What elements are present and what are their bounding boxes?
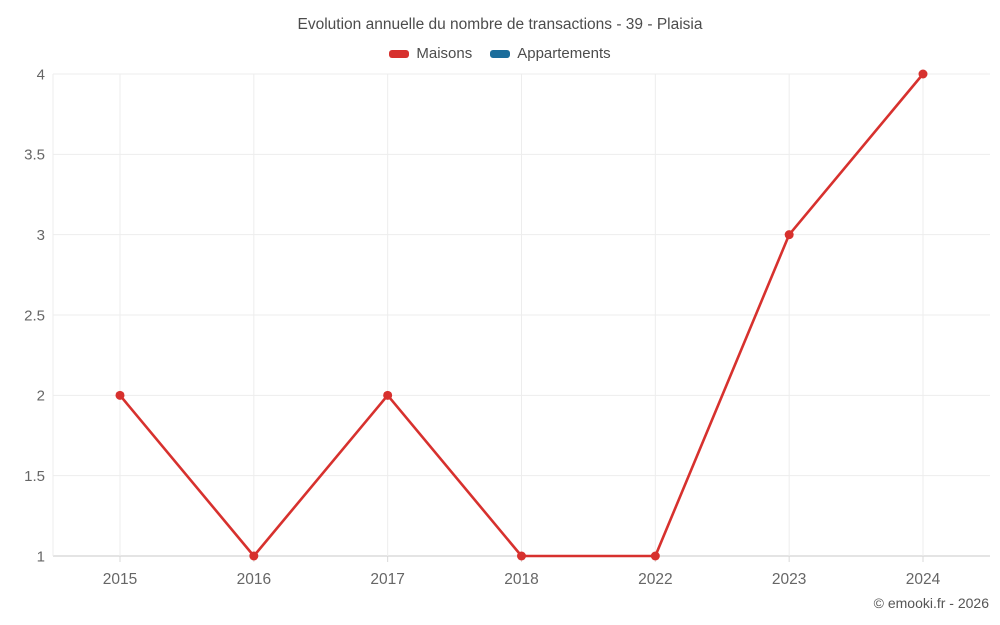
- data-point-maisons-2024[interactable]: [918, 69, 928, 79]
- chart-title: Evolution annuelle du nombre de transact…: [297, 16, 703, 33]
- x-axis-tick-label: 2022: [638, 571, 672, 588]
- y-axis-tick-label: 3.5: [24, 147, 45, 164]
- legend-label: Appartements: [517, 45, 611, 62]
- legend-label: Maisons: [416, 45, 473, 62]
- data-point-maisons-2023[interactable]: [784, 230, 794, 240]
- data-point-maisons-2022[interactable]: [650, 551, 660, 561]
- x-axis-tick-label: 2024: [906, 571, 941, 588]
- data-point-maisons-2018[interactable]: [517, 551, 526, 561]
- y-axis-tick-label: 1.5: [24, 468, 45, 485]
- x-axis-tick-label: 2017: [370, 571, 404, 588]
- x-axis-tick-label: 2016: [237, 571, 271, 588]
- legend-item-maisons[interactable]: Maisons: [389, 45, 472, 62]
- y-axis-tick-label: 1: [37, 548, 45, 565]
- y-axis-tick-label: 2.5: [24, 307, 45, 324]
- y-axis-tick-label: 4: [37, 66, 45, 83]
- chart-legend: Maisons Appartements: [0, 45, 1000, 62]
- legend-item-appartements[interactable]: Appartements: [490, 45, 611, 62]
- y-axis-tick-label: 2: [37, 388, 45, 405]
- data-point-maisons-2017[interactable]: [383, 390, 393, 400]
- x-axis-tick-label: 2015: [103, 571, 137, 588]
- data-point-maisons-2015[interactable]: [115, 390, 125, 400]
- y-axis-tick-label: 3: [37, 227, 45, 244]
- legend-swatch-icon: [490, 49, 511, 58]
- x-axis-tick-label: 2018: [504, 571, 538, 588]
- x-axis-tick-label: 2023: [772, 571, 806, 588]
- data-point-maisons-2016[interactable]: [249, 551, 259, 561]
- legend-swatch-icon: [389, 49, 410, 58]
- copyright-text: © emooki.fr - 2026: [873, 595, 989, 611]
